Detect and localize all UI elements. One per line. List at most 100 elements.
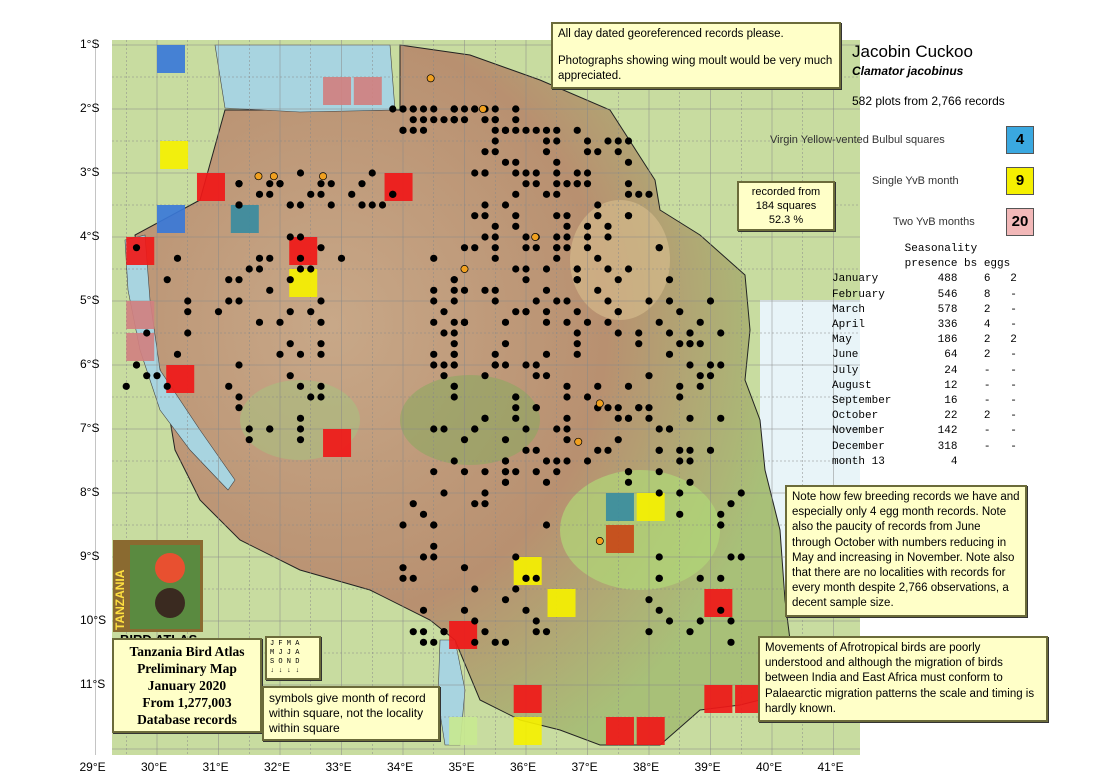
record-dot	[440, 628, 448, 636]
record-dot	[573, 169, 581, 177]
record-dot	[583, 393, 592, 401]
record-dot	[542, 286, 551, 294]
longitude-label: 41°E	[817, 760, 844, 774]
record-dot	[522, 361, 530, 369]
record-dot	[553, 254, 561, 262]
record-square-teal	[605, 493, 634, 521]
record-dot	[594, 201, 602, 209]
record-dot	[501, 318, 510, 326]
record-dot	[491, 105, 499, 113]
record-dot	[542, 457, 551, 465]
record-square-red	[513, 685, 542, 713]
atlas-line: Database records	[137, 712, 237, 727]
record-dot	[235, 297, 243, 305]
record-dot	[635, 404, 643, 412]
seasonality-row: January 488 6 2	[832, 273, 1017, 286]
recorded-line: 184 squares	[755, 200, 817, 212]
latitude-label: 1°S	[80, 37, 100, 51]
record-dot	[665, 425, 674, 433]
record-dot	[491, 297, 499, 305]
record-dot	[553, 425, 561, 433]
record-dot	[235, 180, 243, 188]
record-dot	[307, 190, 315, 198]
record-dot	[481, 500, 489, 508]
record-dot	[481, 372, 489, 380]
record-dot	[594, 254, 602, 262]
record-dot	[737, 489, 745, 497]
latitude-label: 6°S	[80, 357, 100, 371]
record-dot	[512, 468, 520, 476]
record-dot	[307, 393, 315, 401]
breeding-note-box: Note how few breeding records we have an…	[785, 485, 1027, 617]
terrain-highland	[570, 200, 670, 320]
record-dot	[460, 116, 469, 124]
record-dot	[614, 436, 622, 444]
seasonality-table: Seasonality presence bs eggs January 488 …	[832, 242, 1017, 470]
record-dot	[532, 126, 540, 134]
recorded-line: recorded from	[751, 186, 821, 198]
record-square-red	[605, 717, 634, 745]
record-dot	[399, 521, 407, 529]
record-dot	[245, 425, 253, 433]
tanzania-bird-atlas-logo: TANZANIA BIRD ATLAS	[113, 540, 203, 647]
latitude-label: 8°S	[80, 485, 100, 499]
record-dot	[635, 329, 643, 337]
record-square-red	[704, 685, 733, 713]
record-dot	[635, 190, 643, 198]
record-dot	[419, 126, 428, 134]
record-dot	[266, 425, 274, 433]
record-dot	[501, 340, 510, 348]
record-dot	[624, 478, 633, 486]
record-dot	[604, 318, 612, 326]
record-dot	[542, 308, 551, 316]
record-dot	[173, 350, 182, 358]
symbols-note-box: symbols give month of record within squa…	[262, 686, 440, 741]
record-dot	[522, 276, 530, 284]
record-dot	[348, 190, 356, 198]
record-dot	[676, 340, 684, 348]
record-dot	[235, 404, 243, 412]
record-dot	[399, 126, 407, 134]
latitude-label: 11°S	[80, 677, 106, 691]
record-dot-highlight	[595, 399, 604, 408]
seasonality-row: September 16 - -	[832, 395, 1017, 408]
record-dot	[727, 638, 735, 646]
record-dot	[614, 276, 622, 284]
record-dot	[481, 414, 489, 422]
record-dot	[655, 574, 663, 582]
record-dot	[696, 617, 704, 625]
record-dot	[491, 244, 499, 252]
record-dot	[430, 542, 438, 550]
record-dot	[266, 254, 274, 262]
record-dot	[583, 180, 592, 188]
record-dot	[491, 638, 499, 646]
longitude-label: 38°E	[633, 760, 660, 774]
record-dot	[563, 233, 571, 241]
record-dot	[419, 553, 428, 561]
record-dot	[450, 382, 458, 390]
record-dot	[563, 212, 571, 220]
record-dot	[327, 180, 335, 188]
record-dot	[553, 457, 561, 465]
record-dot	[686, 329, 694, 337]
latitude-label: 10°S	[80, 613, 107, 627]
longitude-label: 33°E	[325, 760, 352, 774]
record-dot	[717, 606, 725, 614]
record-dot	[337, 254, 346, 262]
record-dot	[296, 382, 305, 390]
record-dot	[696, 574, 704, 582]
migration-note-box: Movements of Afrotropical birds are poor…	[758, 636, 1048, 723]
record-dot	[440, 308, 448, 316]
record-dot	[266, 286, 274, 294]
longitude-label: 40°E	[756, 760, 783, 774]
record-dot	[512, 393, 520, 401]
record-dot	[460, 286, 469, 294]
atlas-info-box: Tanzania Bird Atlas Preliminary Map Janu…	[112, 638, 262, 733]
record-dot	[296, 425, 305, 433]
record-dot	[655, 318, 663, 326]
record-dot	[542, 137, 551, 145]
record-dot	[563, 425, 571, 433]
record-dot	[624, 212, 633, 220]
record-dot	[573, 329, 581, 337]
seasonality-row: June 64 2 -	[832, 349, 1017, 362]
